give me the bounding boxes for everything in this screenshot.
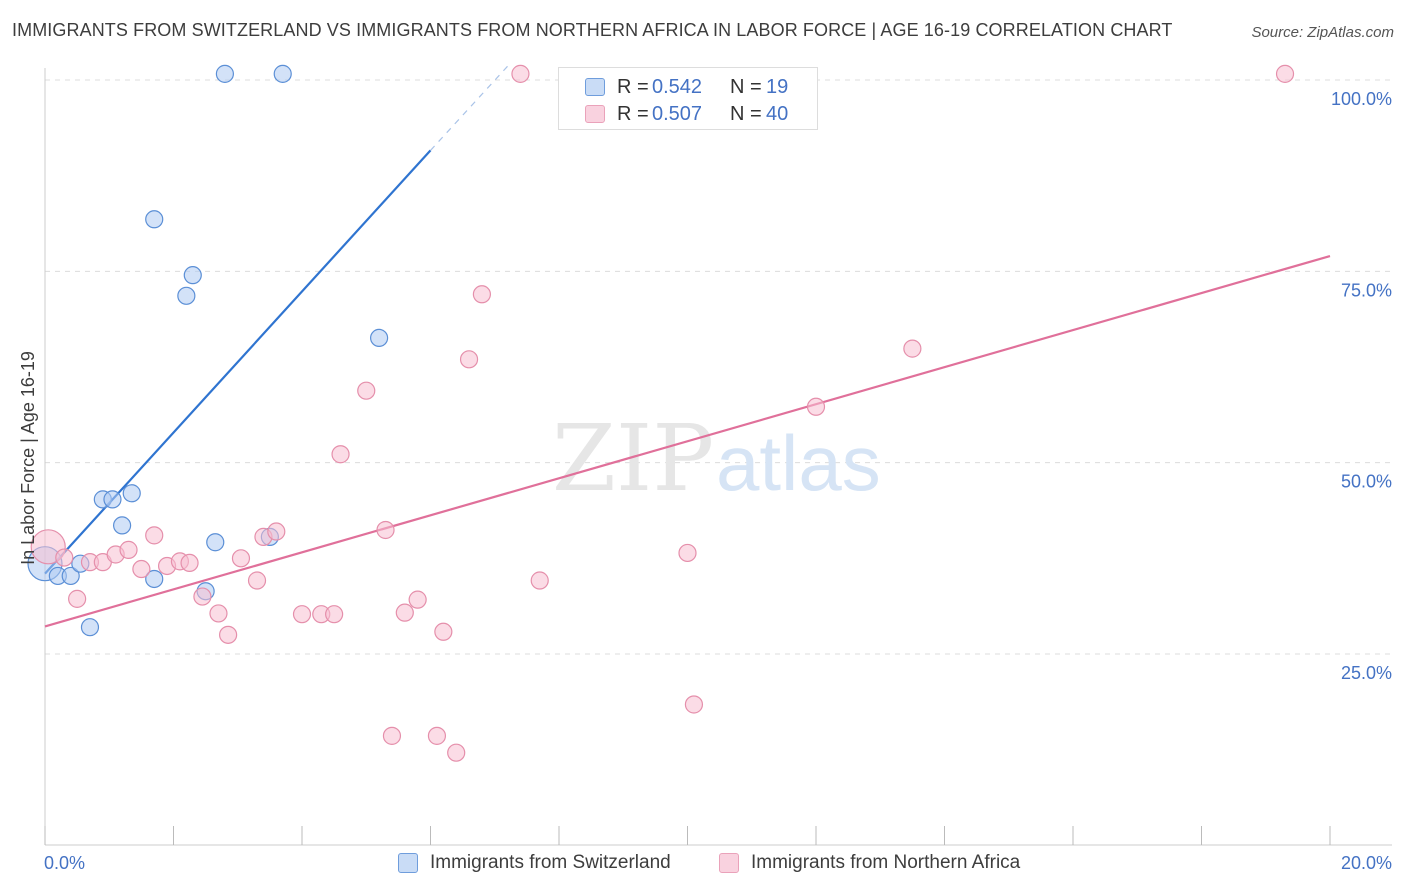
point-northern-africa [395,603,414,622]
point-northern-africa [472,285,491,304]
y-axis-label: In Labor Force | Age 16-19 [18,351,38,565]
point-northern-africa [447,743,466,762]
trendline-switzerland [44,149,432,575]
source-credit: Source: ZipAtlas.com [1251,24,1394,41]
point-switzerland [61,566,80,586]
stats-legend: R = 0.542 N = 19 R = 0.507 N = 40 [558,67,818,130]
point-switzerland [122,484,141,503]
legend-r-value: 0.542 [652,76,703,98]
y-tick-label: 100.0% [1331,89,1392,109]
legend-row-northern-africa: R = 0.507 N = 40 [559,101,817,127]
legend-n-label: N = [730,103,762,125]
point-northern-africa [427,726,447,745]
legend-r-value: 0.507 [652,103,703,125]
axes [44,68,1392,846]
point-switzerland [145,569,164,589]
point-northern-africa [530,571,549,590]
point-switzerland [145,210,164,229]
point-northern-africa [145,526,164,545]
point-switzerland [80,618,100,637]
legend-r-label: R = [617,76,649,98]
legend-swatch-pink [585,105,605,123]
legend-n-label: N = [730,76,762,98]
data-points [27,64,1295,762]
legend-swatch-blue [585,78,605,96]
point-northern-africa [180,553,199,573]
legend-label-switzerland: Immigrants from Switzerland [430,852,671,873]
trendlines [44,65,1331,628]
legend-swatch-pink [719,853,739,873]
x-tick-label: 20.0% [1341,853,1392,873]
point-northern-africa [247,571,267,590]
y-tick-label: 50.0% [1341,472,1392,492]
x-tick-label: 0.0% [44,853,85,873]
legend-row-switzerland: R = 0.542 N = 19 [559,74,817,100]
point-northern-africa [267,522,286,541]
legend-n-value: 19 [766,76,789,98]
point-northern-africa [357,381,376,400]
axis-labels: In Labor Force | Age 16-19 25.0% 50.0% 75.… [18,89,1392,873]
grid-lines [45,79,1392,655]
legend-n-value: 40 [766,103,789,125]
point-switzerland [103,490,122,509]
point-northern-africa [806,397,826,416]
point-northern-africa [55,548,74,567]
point-northern-africa [408,590,427,609]
point-northern-africa [68,589,87,608]
trendline-extension-switzerland [430,65,509,151]
legend-label-northern-africa: Immigrants from Northern Africa [751,852,1021,873]
y-tick-label: 75.0% [1341,280,1392,300]
legend-r-label: R = [617,103,649,125]
point-switzerland [370,328,389,348]
point-switzerland [183,266,202,285]
point-northern-africa [684,695,704,714]
point-northern-africa [376,520,395,540]
chart-title: IMMIGRANTS FROM SWITZERLAND VS IMMIGRANT… [12,20,1173,40]
watermark-atlas: atlas [716,419,881,507]
point-northern-africa [193,587,212,606]
point-northern-africa [132,559,151,579]
point-northern-africa [219,625,238,644]
y-tick-label: 25.0% [1341,663,1392,683]
trendline-northern-africa [44,254,1331,628]
point-northern-africa [511,64,530,83]
watermark: ZIP atlas [552,405,881,512]
point-northern-africa [459,350,479,369]
point-switzerland [112,516,132,535]
watermark-zip: ZIP [552,405,714,512]
point-northern-africa [325,605,344,624]
point-switzerland [273,64,292,83]
point-northern-africa [434,622,453,641]
point-northern-africa [1275,64,1295,83]
point-northern-africa [903,339,922,358]
point-northern-africa [209,604,228,623]
point-switzerland [215,64,234,83]
legend-swatch-blue [398,853,418,873]
point-switzerland [177,286,196,305]
point-northern-africa [231,549,251,568]
point-northern-africa [678,543,697,563]
point-northern-africa [292,605,312,624]
point-northern-africa [382,726,402,745]
point-northern-africa [119,540,138,559]
point-northern-africa [331,445,350,464]
point-switzerland [206,533,225,552]
